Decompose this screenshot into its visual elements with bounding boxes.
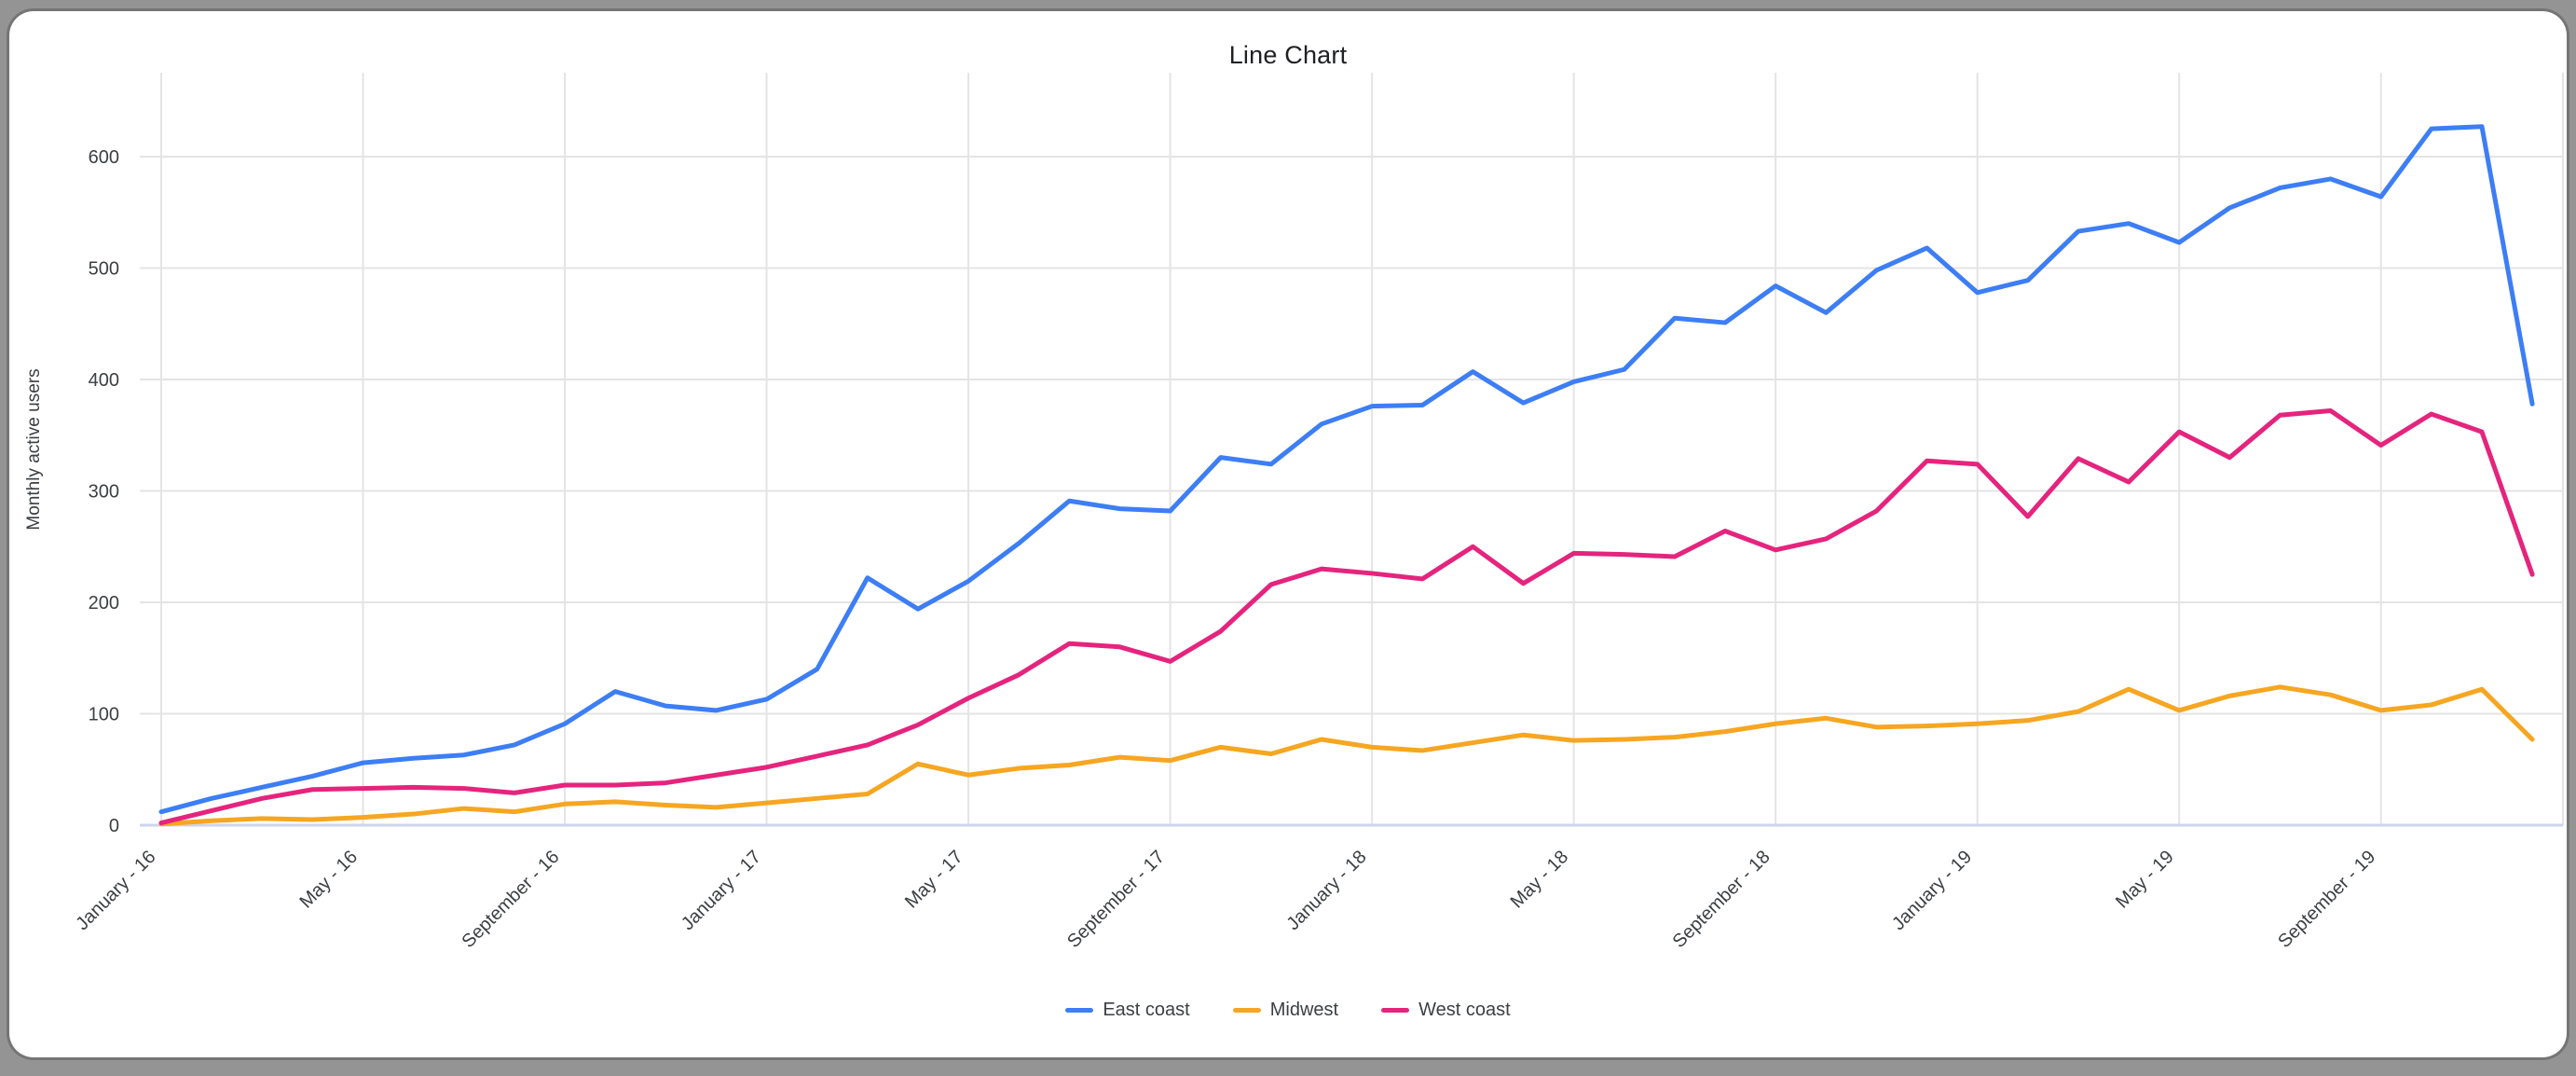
legend-item-west-coast: West coast bbox=[1381, 1000, 1511, 1021]
legend-label: East coast bbox=[1103, 1000, 1190, 1020]
series-line-east-coast bbox=[158, 124, 2535, 815]
x-tick-label: January - 19 bbox=[1888, 847, 1976, 934]
legend-label: Midwest bbox=[1269, 1000, 1339, 1020]
legend-item-east-coast: East coast bbox=[1065, 1000, 1190, 1021]
legend-swatch bbox=[1381, 1008, 1410, 1013]
y-tick-label: 500 bbox=[89, 259, 119, 280]
chart-legend: East coast Midwest West coast bbox=[9, 1000, 2567, 1021]
y-axis-title: Monthly active users bbox=[24, 368, 44, 530]
legend-swatch bbox=[1065, 1008, 1094, 1013]
x-tick-label: May - 18 bbox=[1507, 847, 1573, 913]
series-line-west-coast bbox=[158, 407, 2535, 826]
legend-item-midwest: Midwest bbox=[1232, 1000, 1339, 1021]
chart-card: Line Chart Monthly active users 0 100 200 3… bbox=[9, 11, 2567, 1057]
legend-label: West coast bbox=[1418, 1000, 1511, 1020]
line-chart: Monthly active users 0 100 200 300 400 500 600… bbox=[24, 73, 2564, 952]
x-tick-label: May - 16 bbox=[295, 847, 362, 913]
x-tick-label: September - 18 bbox=[1669, 847, 1774, 952]
y-tick-label: 200 bbox=[89, 593, 119, 614]
x-tick-label: January - 16 bbox=[72, 847, 159, 934]
y-tick-label: 400 bbox=[89, 370, 119, 391]
x-tick-label: May - 17 bbox=[901, 847, 967, 913]
y-tick-label: 300 bbox=[89, 482, 119, 503]
x-tick-label: January - 17 bbox=[678, 847, 765, 934]
legend-swatch bbox=[1232, 1008, 1261, 1013]
x-tick-label: May - 19 bbox=[2112, 847, 2178, 913]
series-line-midwest bbox=[158, 684, 2535, 827]
y-tick-label: 0 bbox=[109, 816, 119, 836]
x-tick-label: January - 18 bbox=[1282, 847, 1370, 934]
x-tick-label: September - 19 bbox=[2274, 847, 2379, 952]
y-tick-label: 600 bbox=[89, 147, 119, 168]
chart-title: Line Chart bbox=[1228, 41, 1348, 69]
x-tick-label: September - 17 bbox=[1063, 847, 1169, 952]
x-tick-label: September - 16 bbox=[459, 847, 564, 952]
y-tick-label: 100 bbox=[89, 705, 119, 725]
